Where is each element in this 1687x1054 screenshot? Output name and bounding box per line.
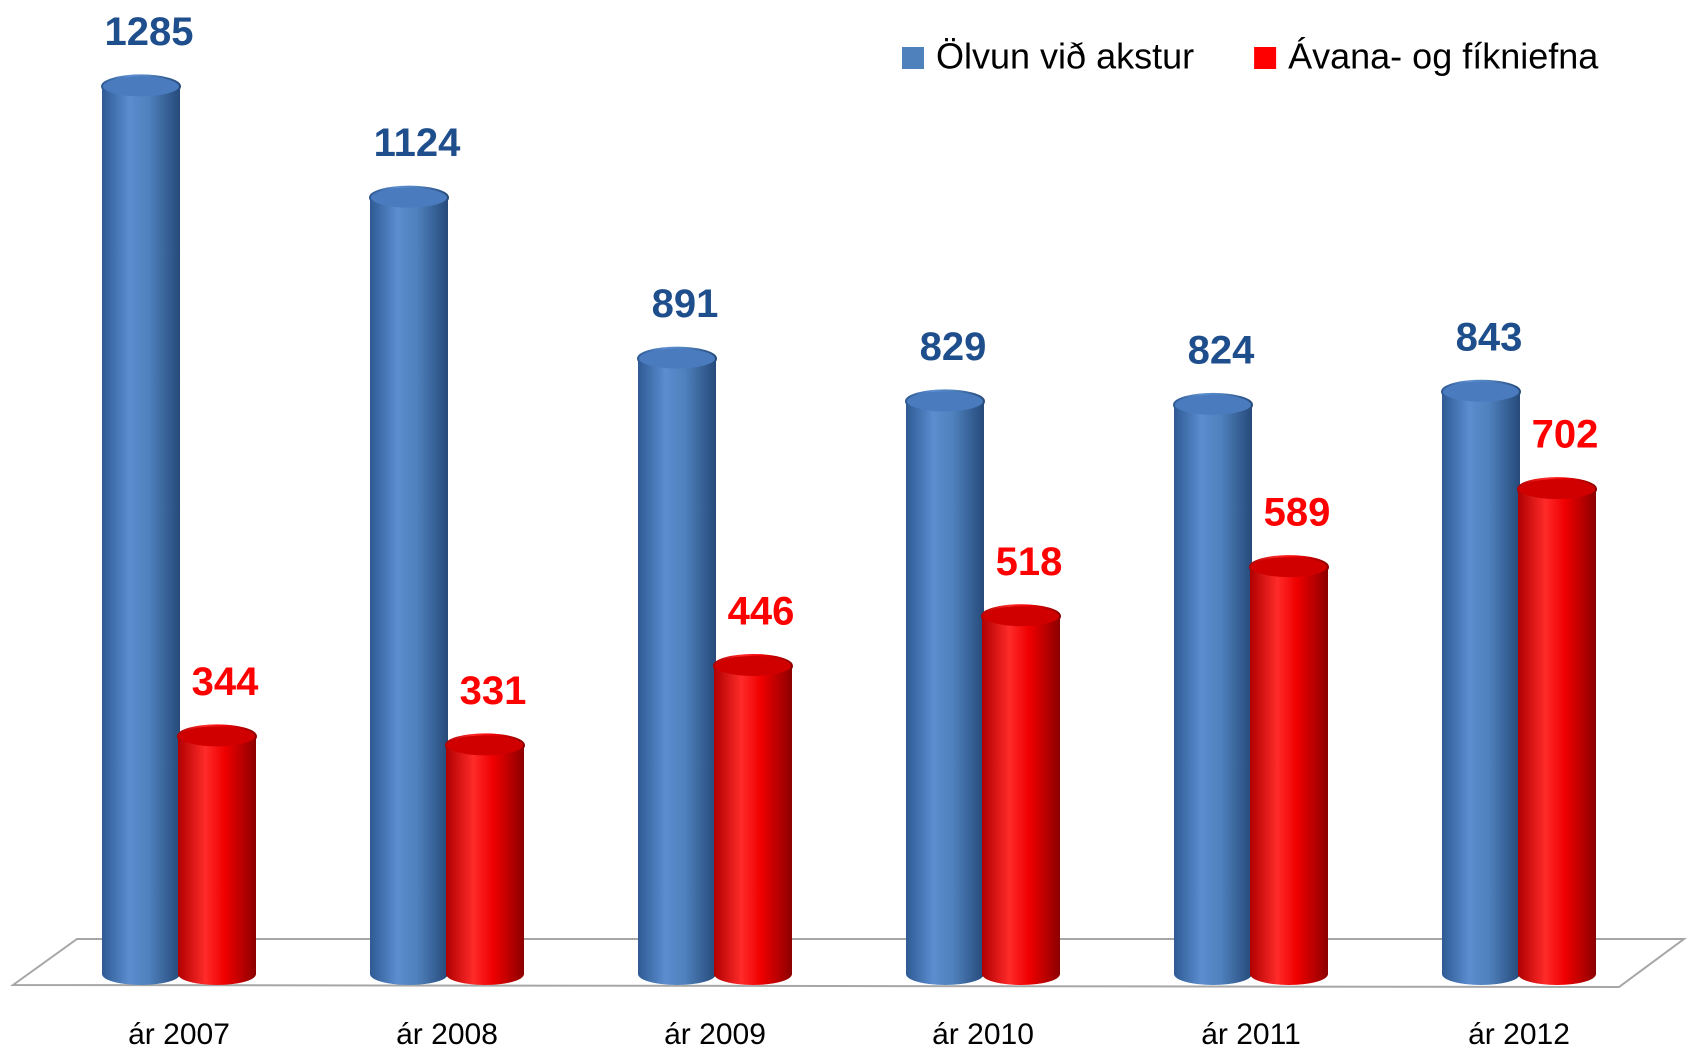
cylinder-top — [177, 724, 257, 749]
cylinder-top — [1517, 477, 1597, 502]
x-tick-label: ár 2007 — [128, 1018, 230, 1051]
cylinder-top — [1249, 555, 1329, 580]
cylinder-top — [637, 346, 717, 371]
cylinder-top — [713, 653, 793, 678]
bar — [906, 401, 984, 975]
bar — [446, 745, 524, 974]
x-tick-label: ár 2011 — [1201, 1018, 1301, 1051]
legend-label: Ávana- og fíkniefna — [1288, 36, 1599, 77]
cylinder-top — [905, 389, 985, 414]
bar — [982, 616, 1060, 974]
x-tick-label: ár 2009 — [664, 1018, 766, 1051]
bar — [178, 736, 256, 974]
data-label: 702 — [1532, 413, 1599, 457]
bar — [1442, 391, 1520, 974]
cylinder-top — [1441, 379, 1521, 404]
bar — [1518, 489, 1596, 974]
data-label: 344 — [192, 660, 259, 704]
data-label: 446 — [728, 590, 795, 634]
cylinder-top — [1173, 392, 1253, 417]
data-label: 1124 — [374, 121, 462, 165]
bar — [1250, 567, 1328, 974]
data-label: 829 — [920, 325, 987, 369]
bar — [370, 197, 448, 974]
cylinder-top — [445, 733, 525, 758]
cylinder-top — [981, 604, 1061, 629]
data-label: 331 — [460, 669, 527, 713]
data-label: 1285 — [105, 10, 194, 54]
legend-swatch — [902, 47, 924, 69]
x-tick-label: ár 2010 — [932, 1018, 1034, 1051]
data-label: 843 — [1456, 315, 1523, 359]
x-tick-label: ár 2012 — [1468, 1018, 1570, 1051]
data-label: 589 — [1264, 491, 1331, 535]
data-label: 891 — [652, 282, 719, 326]
bar — [102, 86, 180, 975]
cylinder-top — [369, 185, 449, 210]
bar — [1174, 404, 1252, 974]
x-tick-label: ár 2008 — [396, 1018, 498, 1051]
bar — [714, 665, 792, 974]
legend-swatch — [1254, 47, 1277, 69]
bar — [638, 358, 716, 974]
data-label: 518 — [996, 540, 1063, 584]
floor — [9, 938, 1687, 989]
legend-label: Ölvun við akstur — [936, 36, 1194, 77]
data-label: 824 — [1188, 328, 1255, 372]
cylinder-top — [101, 74, 181, 99]
